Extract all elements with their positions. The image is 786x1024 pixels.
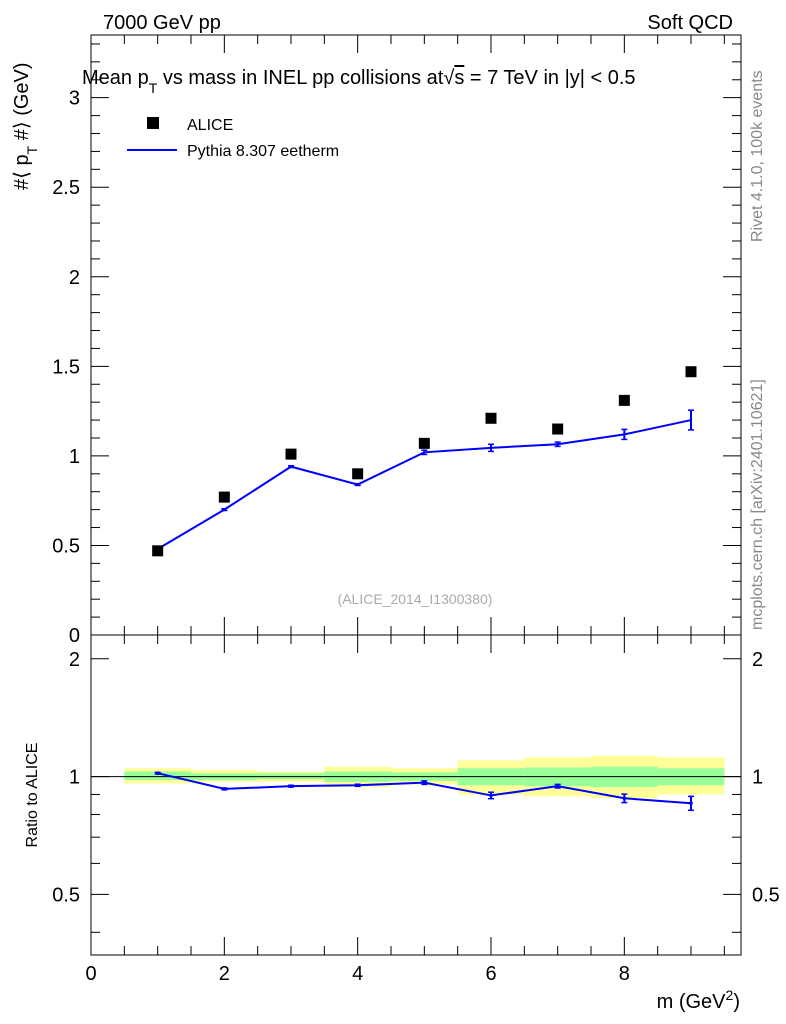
x-tick-label: 0 (85, 963, 96, 985)
ratio-ylabel: Ratio to ALICE (24, 743, 41, 848)
mcplots-label: mcplots.cern.ch [arXiv:2401.10621] (749, 379, 766, 630)
ratio-point (555, 784, 560, 788)
main-ylabel: #⟨ pT #⟩ (GeV) (11, 62, 40, 190)
ratio-point (422, 780, 427, 785)
ratio-point (289, 784, 293, 788)
ratio-ytick-label-right: 2 (752, 649, 763, 671)
alice-point (685, 366, 697, 378)
axis-ticks: 00.511.522.530 2 4 6 80.5 0.51 12 2 (52, 35, 780, 985)
main-ytick-label: 2.5 (52, 177, 80, 199)
main-ytick-label: 0.5 (52, 535, 80, 557)
legend-alice-marker (147, 117, 159, 129)
x-tick-label: 6 (485, 963, 496, 985)
band-inner-0 (124, 771, 191, 780)
ratio-plot-frame (90, 634, 742, 956)
ratio-point (355, 783, 360, 788)
main-ytick-label: 0 (69, 625, 80, 647)
analysis-watermark: (ALICE_2014_I1300380) (338, 591, 493, 607)
x-tick-label: 2 (219, 963, 230, 985)
alice-point (218, 491, 230, 503)
ratio-point (689, 801, 693, 805)
data-marks (152, 366, 697, 812)
main-ytick-label: 2 (69, 267, 80, 289)
ratio-point (222, 787, 227, 791)
x-axis-label: m (GeV2) (657, 987, 740, 1013)
alice-point (552, 423, 564, 435)
legend-pythia-label: Pythia 8.307 eetherm (187, 143, 339, 160)
x-tick-label: 8 (619, 963, 630, 985)
ratio-point (155, 771, 160, 776)
main-ytick-label: 3 (69, 88, 80, 110)
main-ytick-label: 1.5 (52, 356, 80, 378)
alice-point (418, 437, 430, 449)
legend-alice-label: ALICE (187, 117, 233, 134)
header-left: 7000 GeV pp (103, 12, 221, 34)
rivet-label: Rivet 4.1.0, 100k events (749, 70, 766, 242)
ratio-point (622, 796, 627, 801)
alice-point (352, 468, 364, 480)
alice-point (285, 448, 297, 460)
ratio-ytick-label-right: 1 (752, 767, 763, 789)
main-title: Mean pT vs mass in INEL pp collisions at… (82, 67, 636, 96)
header-right: Soft QCD (647, 12, 733, 34)
alice-point (152, 545, 164, 557)
ratio-ytick-label-left: 2 (69, 649, 80, 671)
ratio-ytick-label-right: 0.5 (752, 884, 780, 906)
ratio-point (489, 793, 493, 798)
alice-point (485, 412, 497, 424)
ratio-ytick-label-left: 0.5 (52, 884, 80, 906)
main-ytick-label: 1 (69, 446, 80, 468)
ratio-ytick-label-left: 1 (69, 767, 80, 789)
ratio-uncertainty-bands (91, 755, 741, 799)
alice-point (618, 394, 630, 406)
x-tick-label: 4 (352, 963, 363, 985)
